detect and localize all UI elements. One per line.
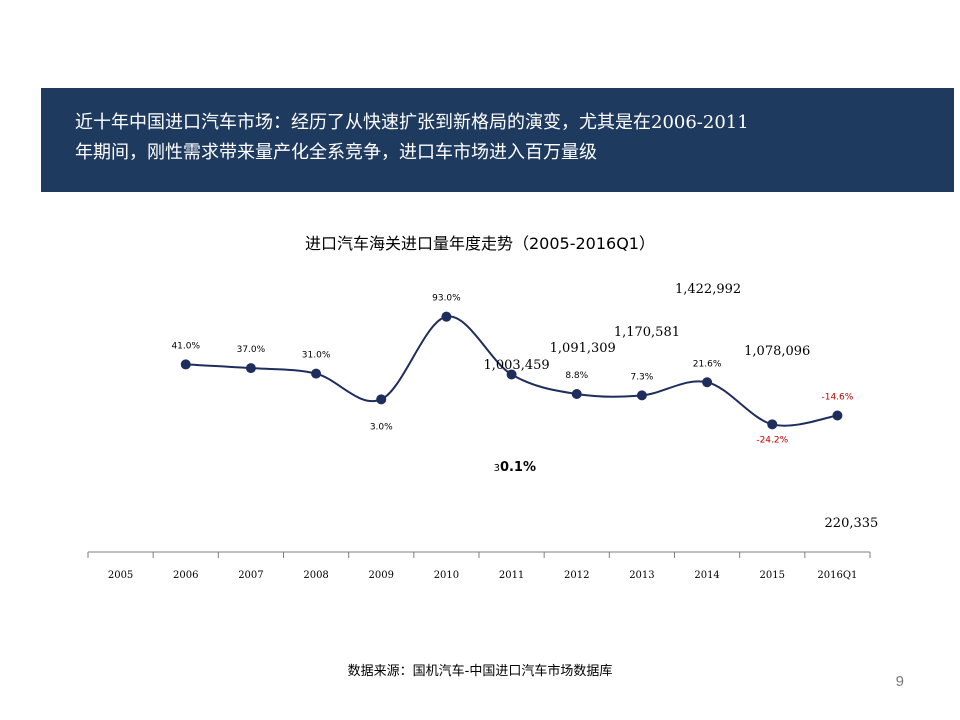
growth-label: 21.6% xyxy=(693,359,722,369)
x-tick-label: 2006 xyxy=(173,570,198,581)
x-tick-label: 2009 xyxy=(369,570,394,581)
growth-rate-marker xyxy=(636,390,647,401)
growth-label: -14.6% xyxy=(821,393,853,403)
growth-rate-marker xyxy=(767,419,778,430)
x-tick-label: 2014 xyxy=(694,570,719,581)
growth-rate-marker xyxy=(832,410,843,421)
growth-rate-line xyxy=(185,315,838,427)
growth-label: 93.0% xyxy=(432,294,461,304)
x-tick-label: 2008 xyxy=(303,570,328,581)
growth-label-2011: 30.1% xyxy=(494,460,536,475)
data-source: 数据来源：国机汽车-中国进口汽车市场数据库 xyxy=(347,664,613,679)
headline-line-2: 年期间，刚性需求带来量产化全系竞争，进口车市场进入百万量级 xyxy=(75,142,597,163)
x-tick-label: 2011 xyxy=(499,570,524,581)
volume-label: 1,003,459 xyxy=(483,358,549,373)
growth-label: 41.0% xyxy=(171,341,200,351)
volume-label: 220,335 xyxy=(825,516,879,531)
volume-label: 1,078,096 xyxy=(744,344,810,359)
x-tick-label: 2010 xyxy=(434,570,459,581)
page-number: 9 xyxy=(895,673,904,690)
growth-label: 7.3% xyxy=(630,372,653,382)
x-tick-label: 2015 xyxy=(760,570,785,581)
headline-text: 近十年中国进口汽车市场：经历了从快速扩张到新格局的演变，尤其是在2006-201… xyxy=(75,108,835,168)
growth-rate-marker xyxy=(702,377,713,388)
x-tick-label: 2013 xyxy=(629,570,654,581)
x-tick-label: 2005 xyxy=(108,570,133,581)
headline-banner: 近十年中国进口汽车市场：经历了从快速扩张到新格局的演变，尤其是在2006-201… xyxy=(41,88,954,192)
volume-label: 1,422,992 xyxy=(675,282,741,297)
growth-label: 8.8% xyxy=(565,371,588,381)
volume-label: 1,091,309 xyxy=(550,341,616,356)
growth-label: 31.0% xyxy=(302,351,331,361)
x-tick-label: 2012 xyxy=(564,570,589,581)
growth-label: 3.0% xyxy=(370,422,393,432)
headline-line-1: 近十年中国进口汽车市场：经历了从快速扩张到新格局的演变，尤其是在2006-201… xyxy=(75,112,749,133)
chart-title: 进口汽车海关进口量年度走势（2005-2016Q1） xyxy=(305,234,655,253)
x-tick-label: 2007 xyxy=(238,570,263,581)
growth-rate-marker xyxy=(311,368,322,379)
x-tick-label: 2016Q1 xyxy=(817,570,857,581)
growth-label: 37.0% xyxy=(237,345,266,355)
growth-rate-marker xyxy=(245,363,256,374)
growth-label: -24.2% xyxy=(756,435,788,445)
growth-rate-marker xyxy=(571,389,582,400)
growth-rate-marker xyxy=(506,369,517,380)
growth-rate-marker xyxy=(180,359,191,370)
growth-rate-marker xyxy=(441,311,452,322)
growth-rate-marker xyxy=(376,394,387,405)
volume-label: 1,170,581 xyxy=(614,325,680,340)
